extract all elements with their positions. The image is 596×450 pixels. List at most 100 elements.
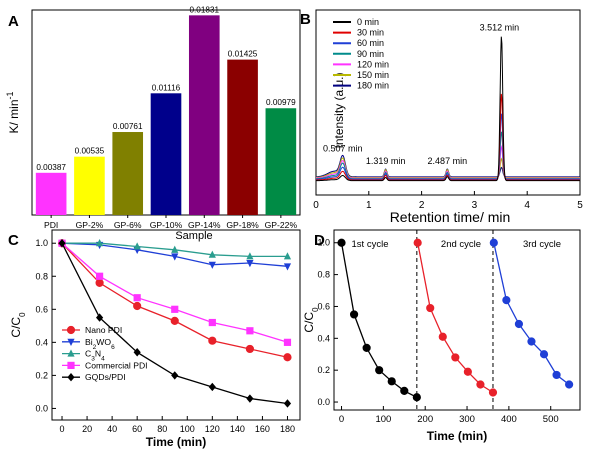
- panel-d: D C/C0 0 100 200 300 400 500 0.0 0.2 0.4 0.6 0.8 1.0 T…: [302, 229, 581, 443]
- x-tick-label-a: GP-14%: [188, 220, 221, 230]
- data-point: [95, 272, 104, 280]
- x-tick-label-b: 3: [472, 200, 478, 211]
- bar-gp-6pct: [112, 132, 144, 215]
- x-tick-label-c: 0: [60, 424, 65, 434]
- x-tick-label-b: 1: [366, 200, 372, 211]
- data-point: [246, 394, 254, 403]
- x-tick-label-d: 200: [417, 414, 433, 425]
- legend-label-b: 30 min: [357, 28, 384, 38]
- data-point: [283, 399, 292, 408]
- cycle-point: [565, 380, 574, 389]
- legend-label-b: 90 min: [357, 49, 384, 59]
- data-point: [171, 305, 179, 313]
- x-tick-label-c: 40: [107, 424, 117, 434]
- y-axis-label-c: C/C0: [9, 312, 27, 338]
- legend-marker-c: [67, 373, 75, 382]
- cycle-point: [514, 319, 524, 329]
- data-point: [246, 252, 254, 260]
- data-point: [95, 313, 104, 322]
- data-point: [208, 382, 216, 392]
- bar-gp-10pct: [150, 93, 182, 215]
- cycle-point: [412, 393, 421, 402]
- trace-60-min: [316, 113, 580, 180]
- peak-annotation: 1.319 min: [366, 156, 406, 166]
- x-tick-label-d: 400: [501, 414, 517, 425]
- bar-value-label: 0.01425: [228, 50, 258, 59]
- peak-annotation: 3.512 min: [480, 23, 520, 33]
- cycle-point: [362, 343, 371, 352]
- panel-b: B Intensity (a.u.) 0 1 2 3 4 5 Retention time/ m…: [300, 9, 583, 225]
- legend-marker-c: [67, 349, 75, 357]
- cycle-point: [349, 310, 359, 319]
- bar-value-label: 0.00387: [36, 163, 66, 172]
- legend-label-b: 150 min: [357, 70, 389, 80]
- legend-marker-c: [67, 338, 75, 346]
- panel-a: A K/ min-1 0.00387 PDI 0.00535 GP-2% 0.00761 GP…: [5, 5, 301, 242]
- x-tick-label-a: GP-10%: [150, 220, 183, 230]
- cycle-point: [426, 303, 435, 313]
- bar-value-label: 0.01831: [189, 5, 219, 14]
- cycle-line-2nd-cycle: [417, 242, 494, 394]
- data-point: [283, 338, 292, 346]
- bar-value-label: 0.01116: [152, 83, 181, 92]
- trace-150-min: [316, 157, 580, 178]
- cycle-point: [400, 386, 409, 395]
- data-point: [208, 250, 216, 258]
- y-tick-label-d: 0.8: [317, 270, 330, 280]
- data-point: [170, 316, 179, 325]
- data-point: [133, 301, 142, 311]
- cycle-point: [527, 337, 536, 346]
- data-point: [283, 252, 292, 260]
- x-tick-label-c: 160: [255, 424, 270, 434]
- cycle-point: [375, 366, 384, 375]
- x-axis-label-b: Retention time/ min: [390, 209, 511, 225]
- cycle-point: [552, 370, 561, 380]
- bar-value-label: 0.00535: [75, 147, 105, 156]
- cycle-label: 3rd cycle: [523, 239, 561, 250]
- x-tick-label-d: 0: [339, 414, 344, 425]
- data-point: [171, 245, 179, 253]
- panel-letter-a: A: [8, 13, 19, 30]
- panel-letter-d: D: [314, 232, 325, 249]
- legend-marker-c: [66, 325, 76, 335]
- cycle-point: [502, 295, 511, 305]
- x-axis-label-d: Time (min): [427, 429, 487, 443]
- data-point: [133, 294, 141, 302]
- panel-letter-b: B: [300, 11, 311, 28]
- cycle-point: [539, 350, 549, 359]
- bar-gp-18pct: [227, 59, 258, 215]
- y-tick-label-d: 0.6: [317, 301, 330, 311]
- cycle-point: [489, 238, 498, 247]
- x-tick-label-a: PDI: [44, 220, 58, 230]
- peak-annotation: 0.507 min: [323, 144, 363, 154]
- cycle-point: [476, 380, 485, 389]
- data-point: [208, 261, 216, 269]
- data-point: [95, 239, 104, 247]
- y-tick-label-c: 0.8: [35, 271, 48, 281]
- plot-frame-b: [315, 9, 581, 196]
- bar-gp-14pct: [188, 15, 220, 216]
- trace-30-min: [316, 93, 580, 181]
- legend-label-c: Nano PDI: [85, 325, 122, 335]
- x-tick-label-b: 5: [577, 200, 583, 211]
- x-tick-label-c: 20: [82, 424, 92, 434]
- trace-90-min: [316, 131, 580, 180]
- legend-label-c: Bi2WO6: [85, 337, 115, 351]
- x-tick-label-c: 80: [157, 424, 167, 434]
- data-point: [246, 327, 254, 335]
- y-tick-label-c: 0.0: [35, 403, 48, 413]
- cycle-point: [438, 332, 447, 341]
- x-tick-label-c: 140: [230, 424, 245, 434]
- bar-gp-2pct: [74, 156, 105, 215]
- data-point: [283, 353, 292, 362]
- legend-label-b: 120 min: [357, 59, 389, 69]
- data-point: [133, 242, 141, 250]
- y-tick-label-d: 1.0: [317, 238, 330, 248]
- legend-label-c: Commercial PDI: [85, 360, 148, 370]
- x-tick-label-a: GP-22%: [265, 220, 298, 230]
- x-tick-label-c: 100: [180, 424, 195, 434]
- data-point: [133, 348, 141, 357]
- data-point: [208, 336, 217, 345]
- cycle-point: [451, 353, 460, 362]
